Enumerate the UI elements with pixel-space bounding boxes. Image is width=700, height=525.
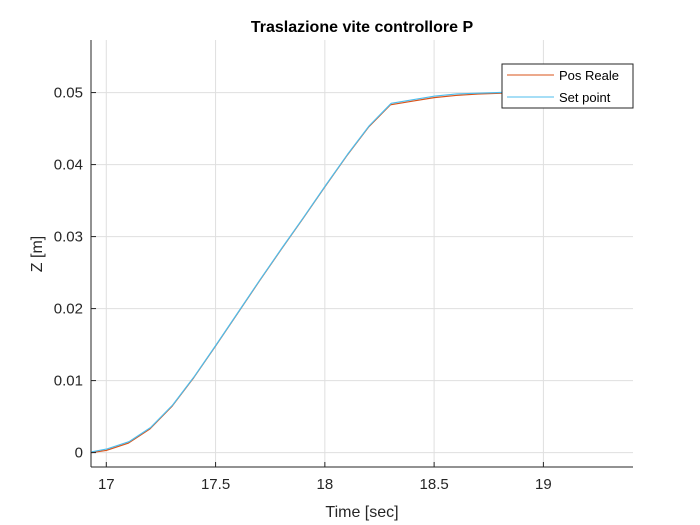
x-tick-label: 17 xyxy=(98,476,115,493)
series-line-set-point xyxy=(91,91,518,453)
x-tick-label: 18.5 xyxy=(420,476,449,493)
y-tick-label: 0.04 xyxy=(54,157,83,174)
x-tick-label: 18 xyxy=(317,476,334,493)
tick-labels: 17 17.5 18 18.5 19 0 0.01 0.02 0.03 0.04 0.05 xyxy=(54,85,552,493)
series-layer xyxy=(90,91,518,454)
y-tick-label: 0 xyxy=(75,445,83,462)
x-tick-label: 17.5 xyxy=(201,476,230,493)
legend-box xyxy=(501,63,634,109)
legend-label-set-point: Set point xyxy=(559,90,611,105)
grid-lines xyxy=(91,40,633,467)
axes xyxy=(90,40,633,468)
chart-title: Traslazione vite controllore P xyxy=(251,19,474,36)
legend: Pos Reale Set point xyxy=(501,63,634,109)
legend-label-pos-reale: Pos Reale xyxy=(559,68,619,83)
y-tick-label: 0.05 xyxy=(54,85,83,102)
y-tick-label: 0.01 xyxy=(54,373,83,390)
y-tick-label: 0.03 xyxy=(54,229,83,246)
x-tick-label: 19 xyxy=(535,476,552,493)
plot-area xyxy=(91,40,633,467)
y-tick-label: 0.02 xyxy=(54,301,83,318)
y-axis-label: Z [m] xyxy=(29,236,46,272)
x-axis-label: Time [sec] xyxy=(325,504,398,521)
